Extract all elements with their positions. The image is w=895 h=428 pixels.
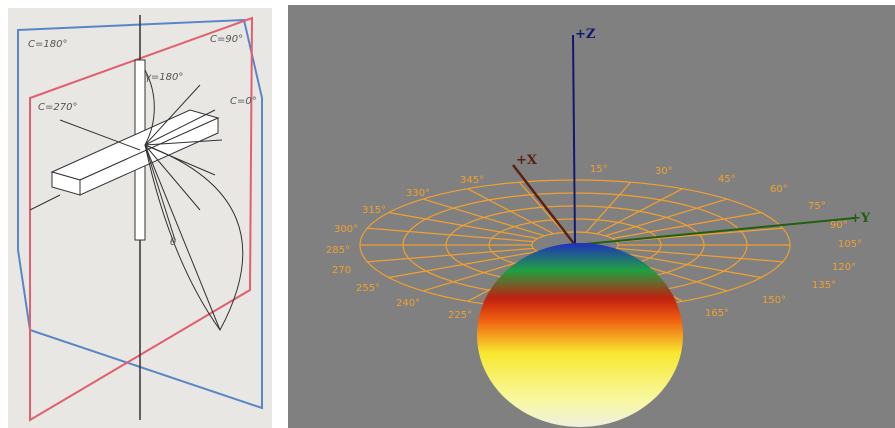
- angle-label: 30°: [655, 166, 673, 177]
- angle-label: 165°: [705, 308, 729, 319]
- angle-label: 15°: [590, 164, 608, 175]
- right-panel: +Z +X +Y 15° 30° 45° 60° 75° 90° 105° 120° 135° 1…: [288, 5, 895, 428]
- photometric-curves: [29, 69, 244, 331]
- axis-label: +X: [516, 153, 538, 168]
- grid-spoke: [422, 198, 545, 237]
- grid-spoke: [388, 250, 538, 279]
- angle-label: 135°: [812, 280, 836, 291]
- grid-spoke: [518, 181, 565, 233]
- grid-spoke: [605, 198, 728, 237]
- angle-label: 330°: [406, 188, 430, 199]
- angle-label: 300°: [334, 224, 358, 235]
- grid-spoke: [612, 250, 762, 279]
- angle-label: 105°: [838, 239, 862, 250]
- angle-label: 225°: [448, 310, 472, 321]
- angle-label: 345°: [460, 175, 484, 186]
- axis-label: +Z: [575, 27, 596, 42]
- x-axis: [512, 164, 576, 246]
- grid-spoke: [612, 211, 762, 240]
- angle-label: 75°: [808, 201, 826, 212]
- angle-label: 240°: [396, 298, 420, 309]
- label: C=180°: [28, 39, 67, 50]
- left-panel: C=180° C=90° C=270° C=0° γ=180° θ: [8, 8, 272, 428]
- label: θ: [170, 237, 176, 248]
- angle-label: 60°: [770, 184, 788, 195]
- angle-label: 315°: [362, 205, 386, 216]
- label: γ=180°: [145, 72, 183, 83]
- red-plane: [29, 16, 254, 422]
- label: C=90°: [210, 34, 243, 45]
- angle-label: 255°: [356, 283, 380, 294]
- grid-spoke: [616, 227, 783, 243]
- angle-label: 285°: [326, 245, 350, 256]
- grid-spoke: [367, 227, 534, 243]
- angle-label: 120°: [832, 262, 856, 273]
- angle-label: 90°: [830, 220, 848, 231]
- y-axis: [574, 217, 856, 246]
- grid-spoke: [367, 247, 534, 263]
- z-axis: [572, 34, 576, 246]
- grid-spoke: [585, 181, 632, 233]
- grid-spoke: [388, 211, 538, 240]
- axis-label: +Y: [850, 211, 871, 226]
- grid-spoke: [467, 188, 554, 235]
- angle-label: 45°: [718, 174, 736, 185]
- angle-label: 270: [332, 265, 351, 276]
- intensity-solid: [477, 243, 683, 427]
- grid-spoke: [616, 247, 783, 263]
- angle-label: 150°: [762, 295, 786, 306]
- grid-spoke: [596, 188, 683, 235]
- label: C=270°: [38, 102, 77, 113]
- label: C=0°: [230, 96, 257, 107]
